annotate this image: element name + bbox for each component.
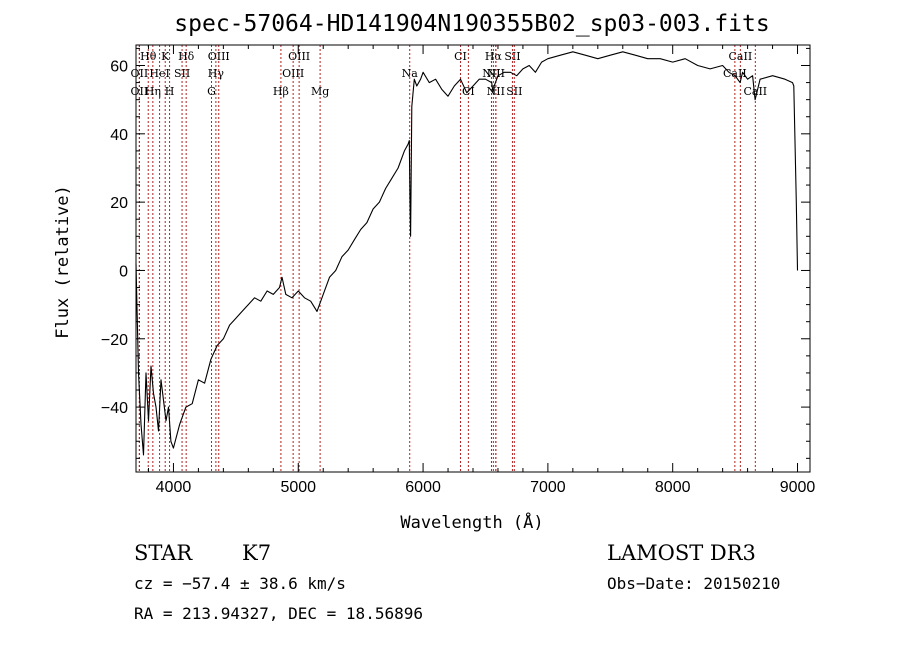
y-tick-label-2: 0 xyxy=(119,263,128,280)
redshift-cz: cz = −57.4 ± 38.6 km/s xyxy=(134,574,346,593)
y-tick-label-1: −20 xyxy=(101,332,128,349)
ra-dec-coordinates: RA = 213.94327, DEC = 18.56896 xyxy=(134,604,423,623)
line-label-20: SII xyxy=(504,50,520,63)
x-axis-label: Wavelength (Å) xyxy=(400,511,543,533)
x-tick-label-0: 4000 xyxy=(156,479,192,496)
line-label-24: SII xyxy=(506,85,522,98)
line-label-16: Na xyxy=(402,67,419,80)
x-tick-label-3: 7000 xyxy=(530,479,566,496)
line-label-13: OIII xyxy=(282,67,304,80)
line-label-15: Mg xyxy=(311,85,329,98)
y-tick-label-4: 40 xyxy=(110,127,128,144)
axis-ticks: 4000 5000 6000 7000 8000 9000 −40 −20 0 20 40 60 xyxy=(101,45,816,496)
survey-name: LAMOST DR3 xyxy=(607,541,756,565)
line-label-3: HeI xyxy=(149,67,169,80)
y-axis-label: Flux (relative) xyxy=(53,185,73,339)
object-class: STAR xyxy=(134,541,193,565)
line-label-17: CI xyxy=(454,50,467,63)
line-label-19: Hα xyxy=(485,50,503,63)
line-label-10: Hγ xyxy=(208,67,225,80)
line-label-25: CaII xyxy=(729,50,753,63)
x-tick-label-2: 6000 xyxy=(405,479,441,496)
line-label-4: Hη xyxy=(145,85,161,98)
observation-date: Obs−Date: 20150210 xyxy=(607,574,780,593)
line-label-12: OIII xyxy=(288,50,310,63)
line-label-7: SII xyxy=(174,67,190,80)
object-subclass: K7 xyxy=(242,541,271,565)
x-tick-label-5: 9000 xyxy=(780,479,816,496)
line-label-8: Hδ xyxy=(178,50,195,63)
x-tick-label-1: 5000 xyxy=(280,479,316,496)
x-tick-label-4: 8000 xyxy=(655,479,691,496)
line-label-6: H xyxy=(165,85,175,98)
y-tick-label-3: 20 xyxy=(110,195,128,212)
line-label-27: CaII xyxy=(743,85,767,98)
line-label-2: OII xyxy=(131,85,149,98)
line-label-0: Hθ xyxy=(140,50,157,63)
y-tick-label-0: −40 xyxy=(101,400,128,417)
line-label-23: NII xyxy=(487,85,505,98)
spectrum-series xyxy=(135,51,799,456)
line-label-11: G xyxy=(207,85,216,98)
line-label-14: Hβ xyxy=(273,85,289,98)
spectrum-line-0 xyxy=(135,51,799,456)
chart-title: spec-57064-HD141904N190355B02_sp03-003.f… xyxy=(174,11,769,37)
line-label-26: CaII xyxy=(723,67,747,80)
line-label-9: OIII xyxy=(208,50,230,63)
y-tick-label-5: 60 xyxy=(110,58,128,75)
line-label-5: K xyxy=(161,50,170,63)
